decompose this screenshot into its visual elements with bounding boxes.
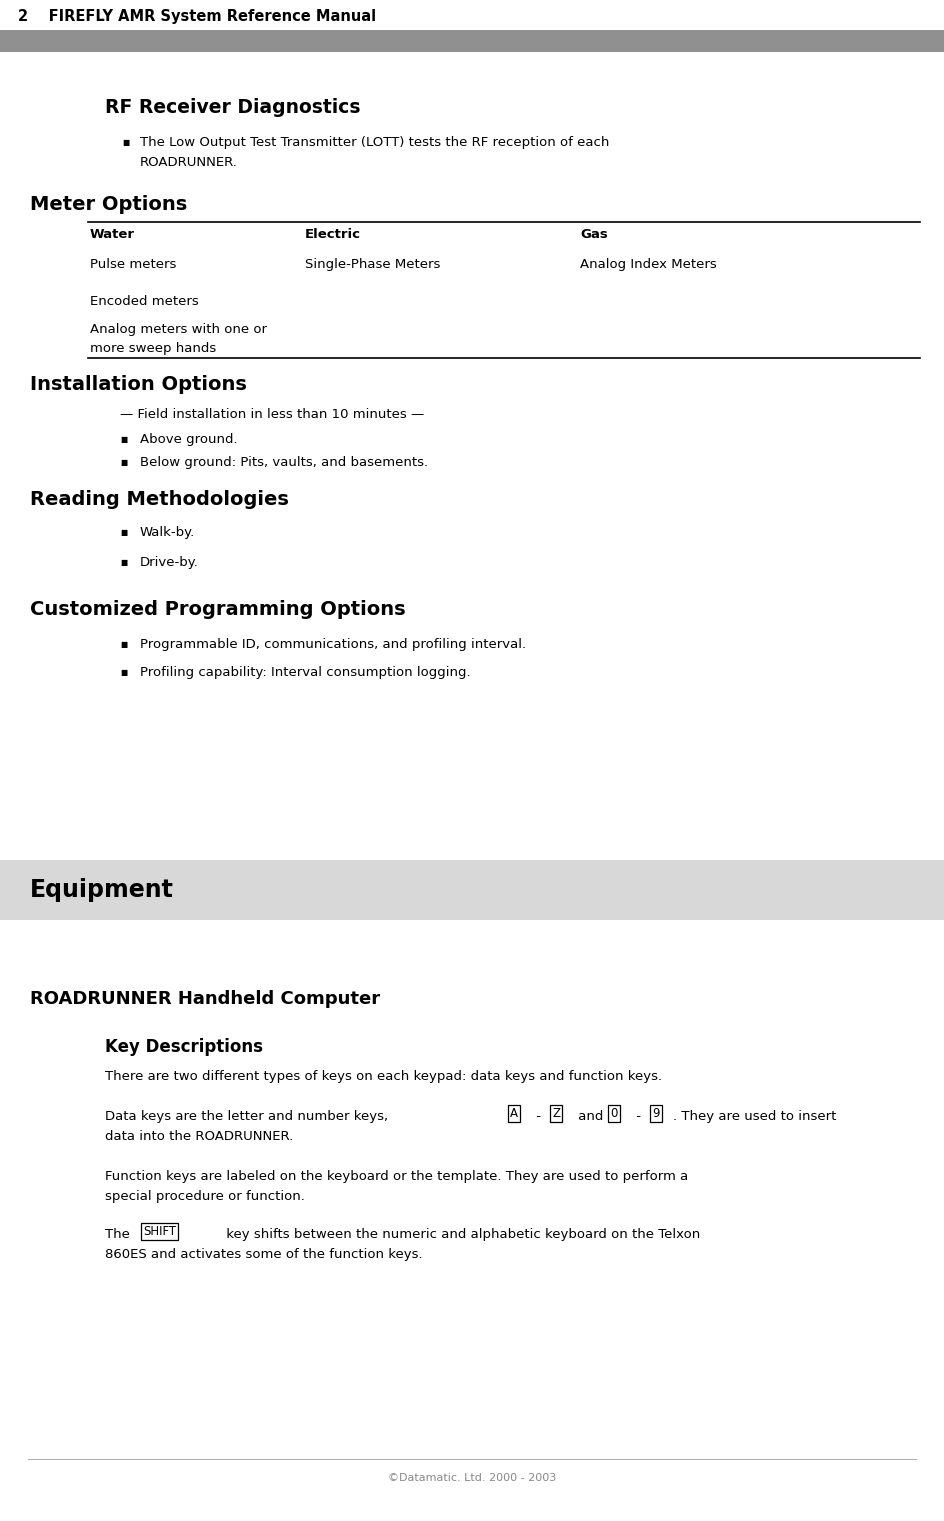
Text: -: - — [632, 1110, 641, 1122]
Text: ■: ■ — [122, 138, 129, 148]
Text: data into the ROADRUNNER.: data into the ROADRUNNER. — [105, 1130, 294, 1142]
Text: Below ground: Pits, vaults, and basements.: Below ground: Pits, vaults, and basement… — [140, 456, 429, 468]
Text: Data keys are the letter and number keys,: Data keys are the letter and number keys… — [105, 1110, 388, 1122]
Text: . They are used to insert: . They are used to insert — [673, 1110, 836, 1122]
Text: ■: ■ — [120, 668, 127, 677]
Bar — [0, 30, 944, 52]
Text: Pulse meters: Pulse meters — [90, 259, 177, 271]
Text: ROADRUNNER Handheld Computer: ROADRUNNER Handheld Computer — [30, 990, 380, 1008]
Text: ©Datamatic. Ltd. 2000 - 2003: ©Datamatic. Ltd. 2000 - 2003 — [388, 1472, 556, 1483]
Text: -: - — [532, 1110, 541, 1122]
Text: Water: Water — [90, 228, 135, 240]
Text: ROADRUNNER.: ROADRUNNER. — [140, 157, 238, 169]
Text: 860ES and activates some of the function keys.: 860ES and activates some of the function… — [105, 1249, 423, 1261]
Text: ■: ■ — [120, 640, 127, 649]
Text: Meter Options: Meter Options — [30, 195, 187, 214]
Text: Equipment: Equipment — [30, 878, 174, 902]
Text: Walk-by.: Walk-by. — [140, 526, 195, 538]
Text: ■: ■ — [120, 458, 127, 467]
Text: RF Receiver Diagnostics: RF Receiver Diagnostics — [105, 97, 361, 117]
Text: key shifts between the numeric and alphabetic keyboard on the Telxon: key shifts between the numeric and alpha… — [222, 1227, 700, 1241]
Text: more sweep hands: more sweep hands — [90, 342, 216, 354]
Text: Installation Options: Installation Options — [30, 376, 247, 394]
Text: 9: 9 — [652, 1107, 660, 1119]
Text: and: and — [574, 1110, 603, 1122]
Text: ■: ■ — [120, 528, 127, 537]
Text: 2    FIREFLY AMR System Reference Manual: 2 FIREFLY AMR System Reference Manual — [18, 9, 376, 24]
Text: Gas: Gas — [580, 228, 608, 240]
Text: 0: 0 — [610, 1107, 617, 1119]
Text: Electric: Electric — [305, 228, 361, 240]
Text: Function keys are labeled on the keyboard or the template. They are used to perf: Function keys are labeled on the keyboar… — [105, 1170, 688, 1183]
Text: Analog Index Meters: Analog Index Meters — [580, 259, 716, 271]
Text: — Field installation in less than 10 minutes —: — Field installation in less than 10 min… — [120, 408, 424, 421]
Text: Reading Methodologies: Reading Methodologies — [30, 490, 289, 510]
Text: Drive-by.: Drive-by. — [140, 557, 199, 569]
Text: Above ground.: Above ground. — [140, 433, 238, 446]
Text: A: A — [510, 1107, 518, 1119]
Text: Z: Z — [552, 1107, 560, 1119]
Text: ■: ■ — [120, 435, 127, 444]
Text: Key Descriptions: Key Descriptions — [105, 1037, 263, 1056]
Text: Encoded meters: Encoded meters — [90, 295, 199, 307]
Text: Profiling capability: Interval consumption logging.: Profiling capability: Interval consumpti… — [140, 666, 471, 678]
Text: Single-Phase Meters: Single-Phase Meters — [305, 259, 440, 271]
Text: Customized Programming Options: Customized Programming Options — [30, 599, 406, 619]
Text: ■: ■ — [120, 558, 127, 567]
Text: special procedure or function.: special procedure or function. — [105, 1189, 305, 1203]
Text: Analog meters with one or: Analog meters with one or — [90, 322, 267, 336]
Text: The Low Output Test Transmitter (LOTT) tests the RF reception of each: The Low Output Test Transmitter (LOTT) t… — [140, 135, 610, 149]
Text: Programmable ID, communications, and profiling interval.: Programmable ID, communications, and pro… — [140, 637, 526, 651]
Text: SHIFT: SHIFT — [143, 1224, 177, 1238]
Text: The: The — [105, 1227, 130, 1241]
Bar — [0, 859, 944, 920]
Text: There are two different types of keys on each keypad: data keys and function key: There are two different types of keys on… — [105, 1069, 662, 1083]
